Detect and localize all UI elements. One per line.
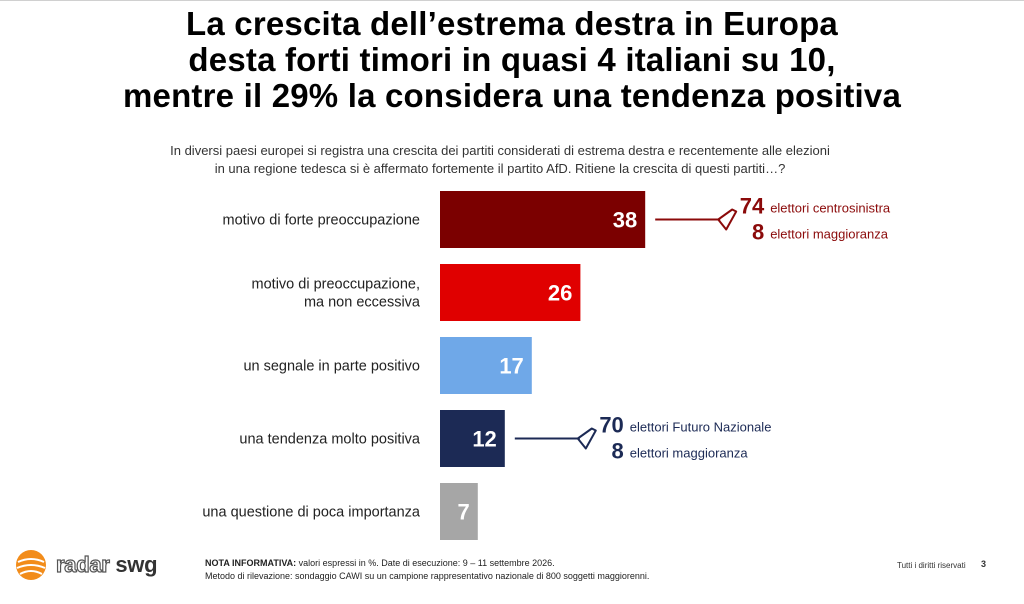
bar-4 <box>440 483 478 540</box>
bar-1 <box>440 264 581 321</box>
note-label: NOTA INFORMATIVA: <box>205 558 297 568</box>
note-text: valori espressi in %. Date di esecuzione… <box>298 558 555 568</box>
category-label-1-0: motivo di preoccupazione, <box>252 277 420 293</box>
callout-pen-icon-0 <box>717 208 738 231</box>
title-line-2: desta forti timori in quasi 4 italiani s… <box>188 41 836 78</box>
question-line-2: in una regione tedesca si è affermato fo… <box>214 160 786 176</box>
note-method: Metodo di rilevazione: sondaggio CAWI su… <box>205 571 650 581</box>
bar-value-1: 26 <box>548 281 572 306</box>
category-label-3-0: una tendenza molto positiva <box>239 432 420 448</box>
top-border <box>0 0 1024 1</box>
annotation-value-1-1: 8 <box>612 439 624 464</box>
annotation-label-0-1: elettori maggioranza <box>770 227 889 242</box>
logo-radar-text: radar <box>55 551 110 577</box>
question-line-1: In diversi paesi europei si registra una… <box>170 143 830 158</box>
bar-0 <box>440 191 646 248</box>
category-label-4-0: una questione di poca importanza <box>202 505 421 521</box>
title-line-1: La crescita dell’estrema destra in Europ… <box>186 5 838 42</box>
annotation-label-1-1: elettori maggioranza <box>630 446 749 461</box>
category-label-2-0: un segnale in parte positivo <box>243 359 420 375</box>
annotation-value-1-0: 70 <box>599 413 623 438</box>
annotation-label-0-0: elettori centrosinistra <box>770 201 891 216</box>
bar-3 <box>440 410 505 467</box>
page-number: 3 <box>981 559 987 569</box>
bar-value-4: 7 <box>458 500 470 525</box>
logo-swg-text: swg <box>115 552 158 577</box>
bar-value-2: 17 <box>499 354 523 379</box>
rights-reserved: Tutti i diritti riservati <box>897 561 966 570</box>
callout-pen-icon-1 <box>576 427 597 450</box>
radar-logo-icon <box>16 550 46 580</box>
annotation-value-0-1: 8 <box>752 220 764 245</box>
page-title: La crescita dell’estrema destra in Europ… <box>0 6 1024 114</box>
bar-value-0: 38 <box>613 208 637 233</box>
radar-swg-logo: radar swg <box>14 548 174 584</box>
bar-value-3: 12 <box>472 427 496 452</box>
logo-wordmark: radar swg <box>55 551 158 578</box>
category-label-0-0: motivo di forte preoccupazione <box>223 213 420 229</box>
bar-2 <box>440 337 532 394</box>
title-line-3: mentre il 29% la considera una tendenza … <box>122 77 901 114</box>
annotation-value-0-0: 74 <box>740 194 765 219</box>
category-label-1-1: ma non eccessiva <box>304 295 421 311</box>
annotation-label-1-0: elettori Futuro Nazionale <box>630 420 772 435</box>
info-note: NOTA INFORMATIVA: valori espressi in %. … <box>205 557 649 583</box>
survey-question: In diversi paesi europei si registra una… <box>100 142 900 177</box>
